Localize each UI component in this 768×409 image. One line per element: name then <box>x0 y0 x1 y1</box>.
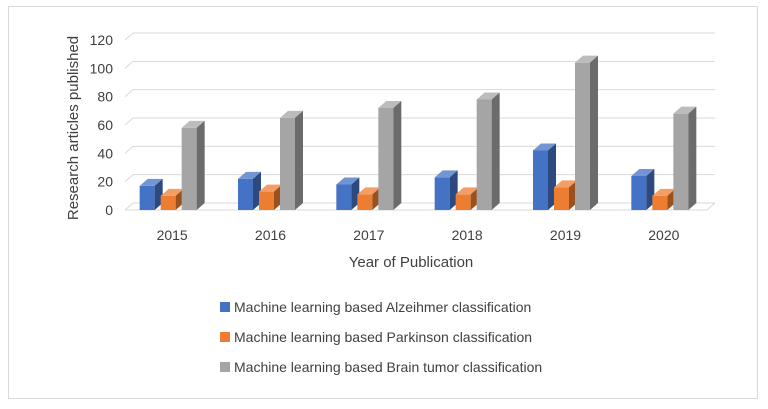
x-tick-label: 2016 <box>255 227 286 243</box>
bar-side <box>393 101 402 210</box>
bar-top <box>434 170 458 178</box>
bar-front <box>357 194 373 210</box>
bar-front <box>575 62 590 210</box>
bar-side <box>295 110 303 210</box>
bar-side <box>491 92 500 210</box>
bar-side <box>590 55 598 210</box>
bar <box>652 188 676 210</box>
bar-front <box>139 185 155 210</box>
bar <box>673 106 697 210</box>
bar <box>238 171 261 210</box>
bar-front <box>181 127 197 210</box>
bar-top <box>259 184 282 192</box>
bar-front <box>455 194 471 210</box>
bar-front <box>631 176 647 210</box>
floor-edge <box>706 202 716 211</box>
bar <box>280 110 303 210</box>
x-tick-label: 2020 <box>648 227 679 243</box>
bar-top <box>238 171 261 179</box>
bar <box>357 187 381 210</box>
bar-front <box>434 177 450 210</box>
x-tick-label: 2018 <box>452 227 483 243</box>
legend-swatch <box>220 302 230 312</box>
bar <box>575 55 598 210</box>
bar-side <box>196 120 205 210</box>
y-tick-label: 40 <box>97 145 113 161</box>
bar-top <box>139 178 163 186</box>
bar-top <box>476 92 500 100</box>
y-tick-label: 100 <box>90 60 114 76</box>
legend-label: Machine learning based Brain tumor class… <box>234 359 542 375</box>
y-tick-label: 0 <box>105 202 113 218</box>
bar <box>434 170 458 210</box>
bar <box>160 188 184 210</box>
bar-front <box>336 184 352 210</box>
bar <box>336 177 360 210</box>
bar-front <box>238 178 253 210</box>
bar-top <box>280 110 303 118</box>
bar <box>181 120 205 210</box>
bar-top <box>673 106 697 114</box>
legend-swatch <box>220 362 230 372</box>
gridline-diagonal <box>124 174 134 183</box>
x-tick-label: 2017 <box>353 227 384 243</box>
legend-label: Machine learning based Alzeihmer classif… <box>234 299 531 315</box>
bar-front <box>554 187 569 210</box>
bar <box>533 143 556 210</box>
bar-top <box>357 187 381 195</box>
bar <box>631 169 655 210</box>
bar-front <box>673 113 689 210</box>
bar <box>476 92 500 210</box>
bar-front <box>259 191 274 210</box>
y-tick-label: 120 <box>90 32 114 48</box>
y-tick-label: 80 <box>97 89 113 105</box>
y-axis-title: Research articles published <box>65 36 82 220</box>
gridline-diagonal <box>124 89 134 98</box>
bar <box>378 101 402 210</box>
bar-top <box>554 180 577 188</box>
x-tick-label: 2015 <box>157 227 188 243</box>
bar-top <box>533 143 556 151</box>
y-tick-label: 60 <box>97 117 113 133</box>
bar-top <box>336 177 360 185</box>
bars <box>139 55 697 210</box>
y-tick-label: 20 <box>97 174 113 190</box>
x-tick-label: 2019 <box>550 227 581 243</box>
bar-front <box>160 195 176 210</box>
bar-front <box>476 99 492 210</box>
legend: Machine learning based Alzeihmer classif… <box>220 299 542 375</box>
legend-swatch <box>220 332 230 342</box>
gridline-diagonal <box>124 60 134 69</box>
bar-top <box>631 169 655 176</box>
legend-label: Machine learning based Parkinson classif… <box>234 329 532 345</box>
gridlines <box>124 32 716 211</box>
gridline-diagonal <box>124 32 134 41</box>
bar-front <box>378 108 394 210</box>
bar-top <box>455 187 479 195</box>
bar <box>139 178 163 210</box>
x-axis-title: Year of Publication <box>349 254 474 271</box>
bar-top <box>575 55 598 63</box>
y-axis-ticks: 0 20 40 60 80 100 120 <box>90 32 114 218</box>
x-axis-ticks: 2015 2016 2017 2018 2019 2020 <box>157 227 680 243</box>
gridline-diagonal <box>124 117 134 126</box>
bar-front <box>652 195 668 210</box>
bar-side <box>688 106 697 210</box>
bar-top <box>181 120 205 128</box>
bar <box>554 180 577 210</box>
bar-front <box>533 150 548 210</box>
bar-top <box>160 188 184 196</box>
bar-top <box>652 188 676 196</box>
bar-top <box>378 101 402 108</box>
bar-front <box>280 117 295 210</box>
gridline-diagonal <box>124 202 134 211</box>
gridline-diagonal <box>124 145 134 154</box>
bar <box>455 187 479 210</box>
bar <box>259 184 282 210</box>
